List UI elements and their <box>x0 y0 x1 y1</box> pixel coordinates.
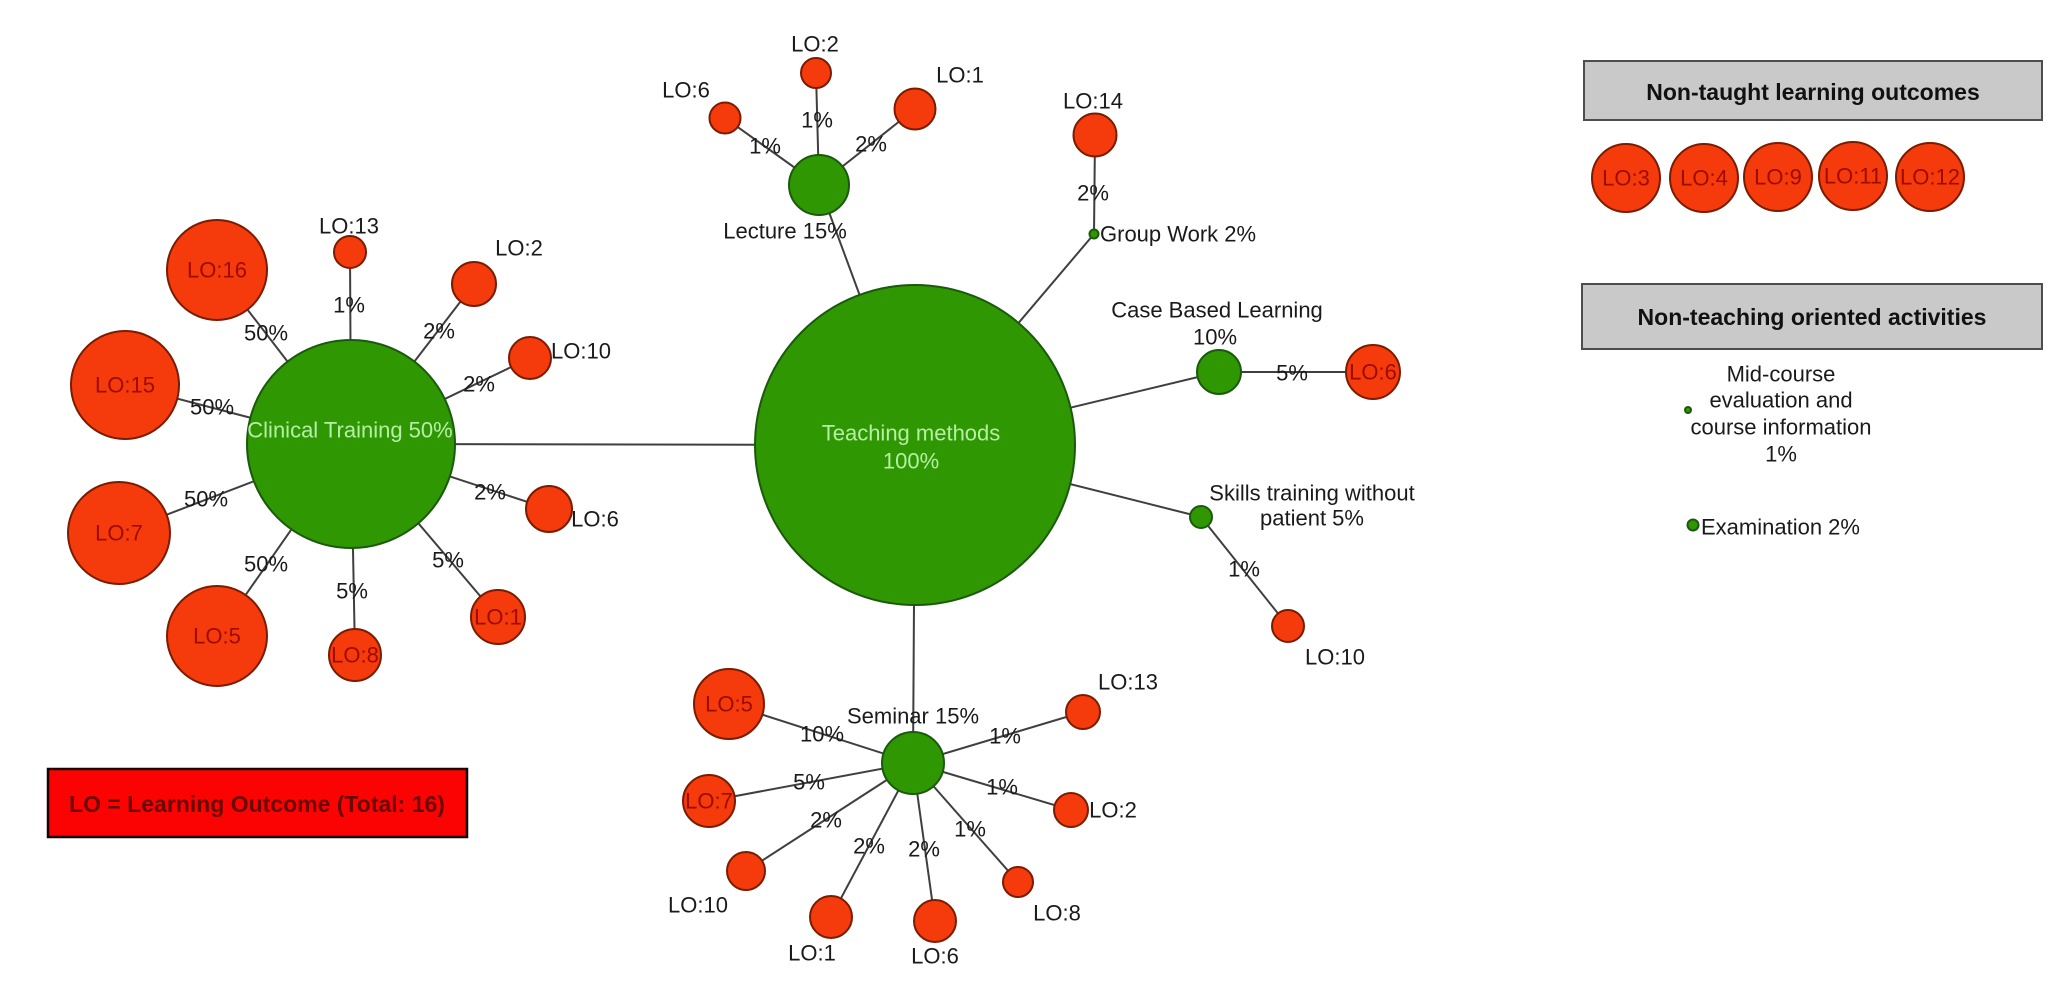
svg-text:LO:2: LO:2 <box>791 32 839 57</box>
svg-text:2%: 2% <box>855 132 887 157</box>
svg-text:1%: 1% <box>1765 442 1797 467</box>
svg-text:LO:6: LO:6 <box>1349 360 1397 385</box>
svg-text:LO:14: LO:14 <box>1063 89 1123 114</box>
svg-text:5%: 5% <box>1276 361 1308 386</box>
svg-text:50%: 50% <box>190 395 234 420</box>
svg-text:patient 5%: patient 5% <box>1260 506 1364 531</box>
svg-text:Non-taught learning outcomes: Non-taught learning outcomes <box>1646 79 1980 105</box>
svg-text:LO:16: LO:16 <box>187 258 247 283</box>
svg-text:LO:6: LO:6 <box>571 507 619 532</box>
svg-text:50%: 50% <box>244 321 288 346</box>
svg-text:2%: 2% <box>908 837 940 862</box>
svg-text:1%: 1% <box>989 724 1021 749</box>
svg-text:Teaching methods: Teaching methods <box>822 421 1001 446</box>
svg-text:2%: 2% <box>423 319 455 344</box>
svg-text:LO:8: LO:8 <box>331 643 379 668</box>
svg-text:2%: 2% <box>810 808 842 833</box>
svg-text:LO:9: LO:9 <box>1754 165 1802 190</box>
svg-text:LO:6: LO:6 <box>662 78 710 103</box>
svg-text:LO:2: LO:2 <box>495 236 543 261</box>
svg-text:Non-teaching oriented activiti: Non-teaching oriented activities <box>1638 304 1987 330</box>
svg-text:1%: 1% <box>801 108 833 133</box>
svg-text:5%: 5% <box>432 548 464 573</box>
svg-text:LO:13: LO:13 <box>319 214 379 239</box>
svg-text:LO:6: LO:6 <box>911 944 959 969</box>
svg-text:2%: 2% <box>1077 181 1109 206</box>
svg-text:1%: 1% <box>333 293 365 318</box>
svg-text:LO:2: LO:2 <box>1089 798 1137 823</box>
svg-text:Seminar 15%: Seminar 15% <box>847 704 979 729</box>
svg-text:10%: 10% <box>1193 325 1237 350</box>
svg-text:LO:1: LO:1 <box>936 63 984 88</box>
svg-text:Group Work 2%: Group Work 2% <box>1100 222 1256 247</box>
svg-text:LO:3: LO:3 <box>1602 166 1650 191</box>
svg-text:LO:12: LO:12 <box>1900 165 1960 190</box>
svg-text:LO:5: LO:5 <box>705 692 753 717</box>
svg-text:1%: 1% <box>986 775 1018 800</box>
svg-text:5%: 5% <box>793 770 825 795</box>
svg-text:evaluation and: evaluation and <box>1709 388 1852 413</box>
svg-text:LO:7: LO:7 <box>95 521 143 546</box>
svg-text:10%: 10% <box>800 722 844 747</box>
svg-text:1%: 1% <box>954 817 986 842</box>
svg-text:5%: 5% <box>336 579 368 604</box>
svg-text:1%: 1% <box>1228 557 1260 582</box>
svg-text:2%: 2% <box>853 834 885 859</box>
svg-text:LO:4: LO:4 <box>1680 166 1728 191</box>
svg-text:LO:10: LO:10 <box>1305 645 1365 670</box>
svg-text:LO:5: LO:5 <box>193 624 241 649</box>
svg-text:LO:13: LO:13 <box>1098 670 1158 695</box>
svg-text:2%: 2% <box>463 372 495 397</box>
svg-text:LO:10: LO:10 <box>551 339 611 364</box>
svg-text:Lecture 15%: Lecture 15% <box>723 219 847 244</box>
svg-text:LO = Learning Outcome (Total:: LO = Learning Outcome (Total: 16) <box>69 791 445 817</box>
svg-text:LO:11: LO:11 <box>1824 164 1882 189</box>
svg-text:2%: 2% <box>474 480 506 505</box>
svg-text:LO:7: LO:7 <box>685 789 733 814</box>
svg-text:LO:1: LO:1 <box>474 605 522 630</box>
svg-text:1%: 1% <box>749 134 781 159</box>
svg-text:Examination 2%: Examination 2% <box>1701 515 1860 540</box>
svg-text:50%: 50% <box>244 552 288 577</box>
svg-text:50%: 50% <box>184 487 228 512</box>
svg-text:LO:10: LO:10 <box>668 893 728 918</box>
svg-text:Clinical Training 50%: Clinical Training 50% <box>247 418 452 443</box>
svg-text:LO:15: LO:15 <box>95 373 155 398</box>
svg-text:100%: 100% <box>883 449 939 474</box>
svg-text:LO:8: LO:8 <box>1033 901 1081 926</box>
svg-text:Case Based Learning: Case Based Learning <box>1111 298 1323 323</box>
svg-text:Mid-course: Mid-course <box>1727 362 1836 387</box>
svg-text:LO:1: LO:1 <box>788 941 836 966</box>
svg-text:course information: course information <box>1691 415 1872 440</box>
svg-text:Skills training without: Skills training without <box>1209 481 1414 506</box>
